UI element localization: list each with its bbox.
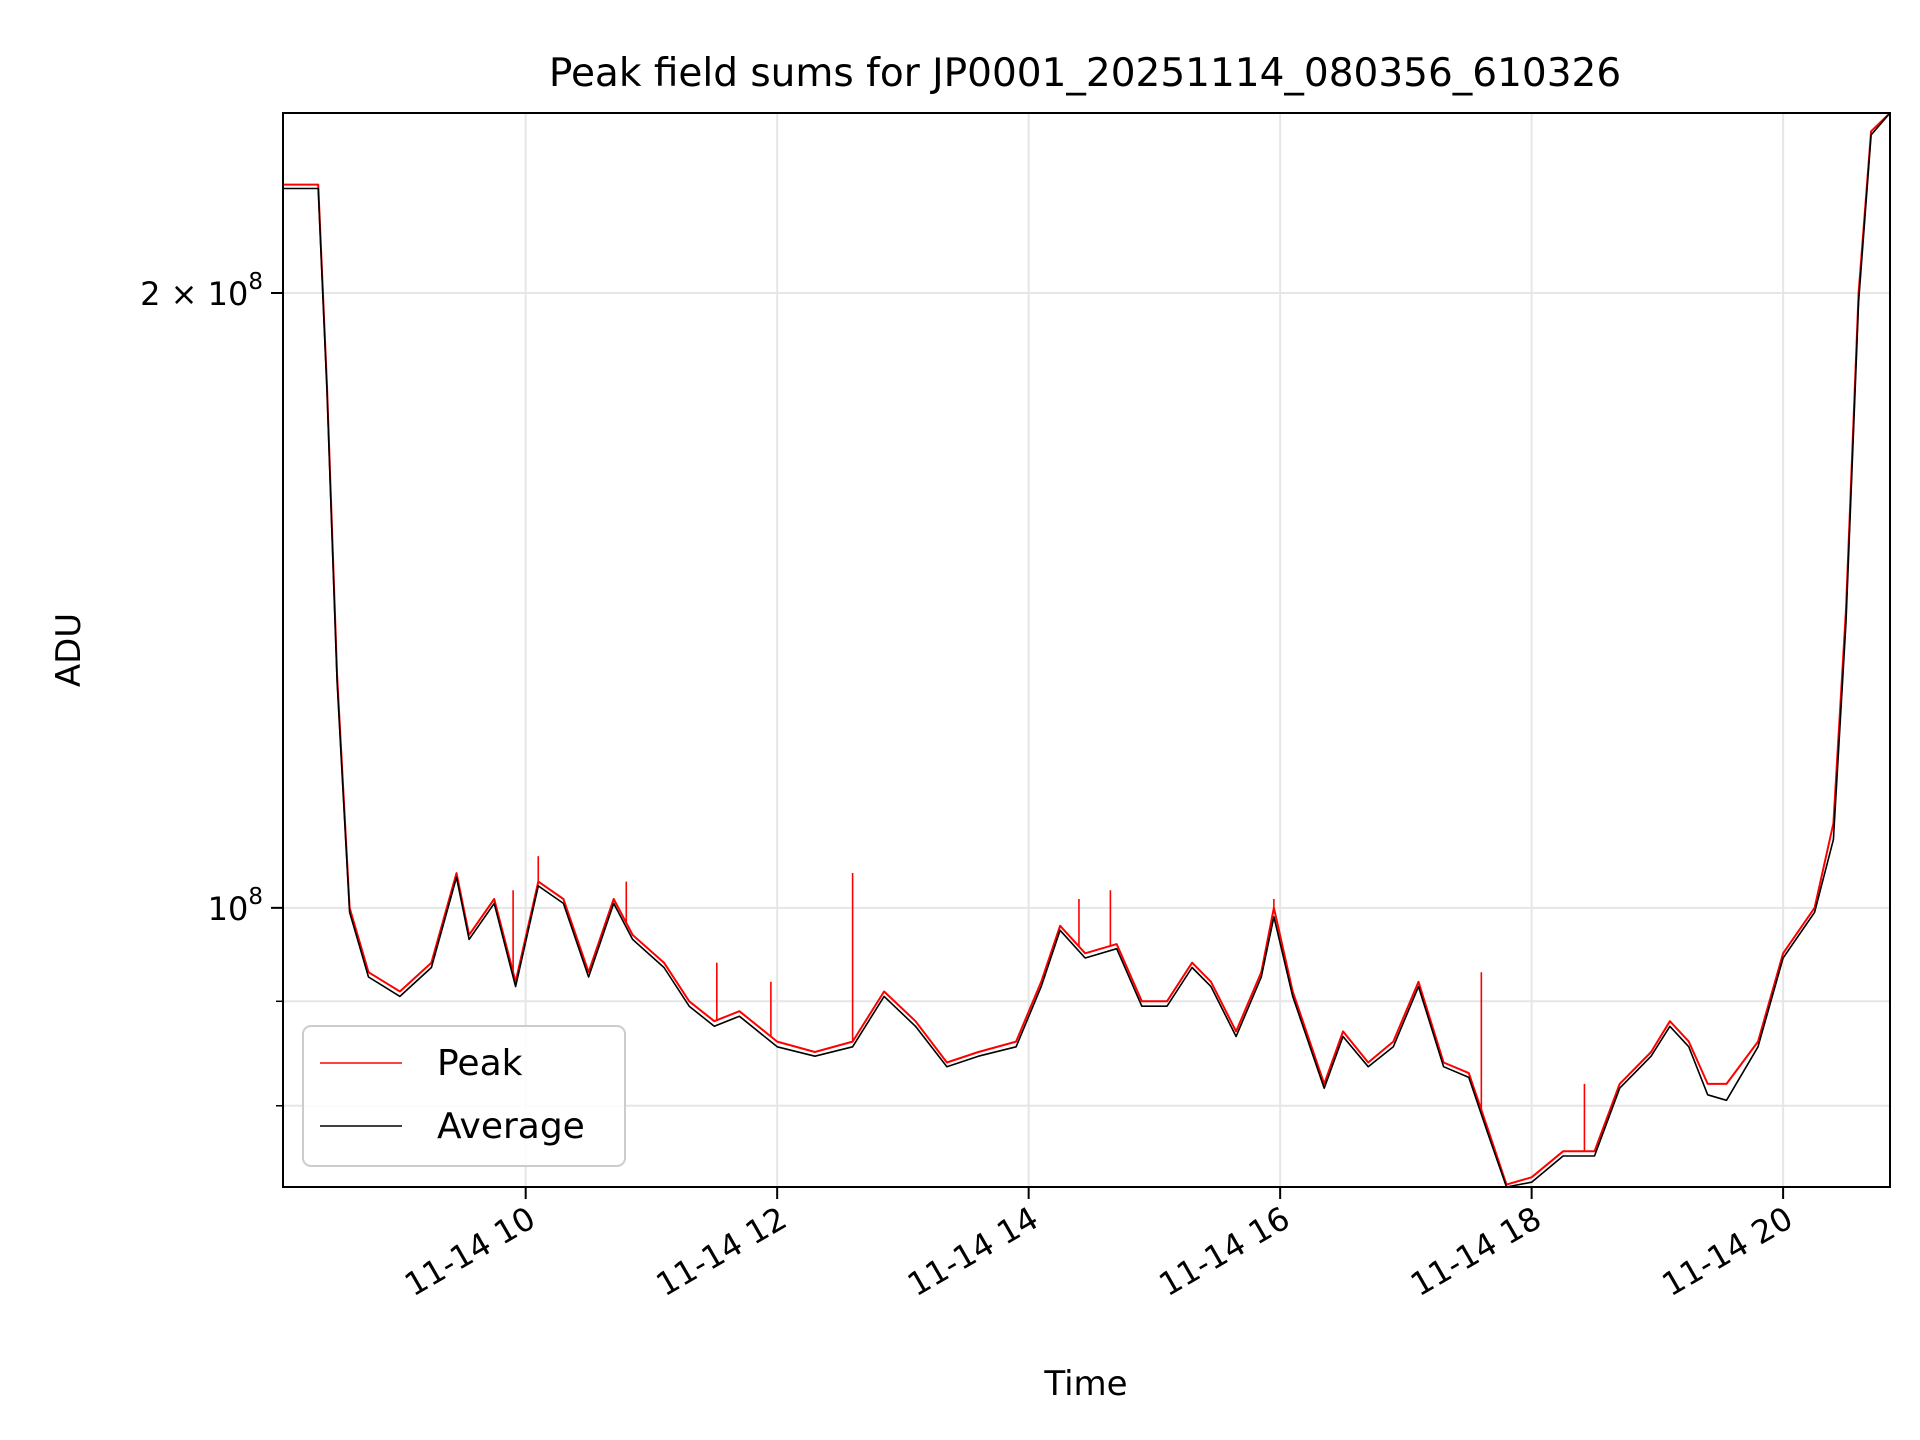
plot-frame xyxy=(282,112,1891,1188)
legend: Peak Average xyxy=(302,1025,626,1167)
x-tick-label-1: 11-14 12 xyxy=(650,1199,794,1304)
x-tick-label-0: 11-14 10 xyxy=(398,1199,542,1304)
x-tick-label-2: 11-14 14 xyxy=(901,1199,1045,1304)
chart-title: Peak field sums for JP0001_20251114_0803… xyxy=(549,51,1621,96)
x-tick-label-4: 11-14 18 xyxy=(1404,1199,1548,1304)
y-tick-label-0: 108 xyxy=(208,884,263,928)
legend-box xyxy=(302,1025,626,1167)
x-axis-label: Time xyxy=(1043,1364,1127,1404)
y-axis-label: ADU xyxy=(49,613,89,687)
series-line-average xyxy=(283,112,1891,1188)
series-line-peak xyxy=(283,112,1891,1186)
x-tick-label-5: 11-14 20 xyxy=(1656,1199,1800,1304)
grid-layer xyxy=(283,113,1890,1187)
series-layer xyxy=(283,112,1891,1188)
legend-average-label: Average xyxy=(437,1106,585,1147)
x-tick-label-3: 11-14 16 xyxy=(1153,1199,1297,1304)
y-tick-label-1: 2 × 108 xyxy=(140,269,263,313)
legend-peak-label: Peak xyxy=(437,1043,523,1084)
